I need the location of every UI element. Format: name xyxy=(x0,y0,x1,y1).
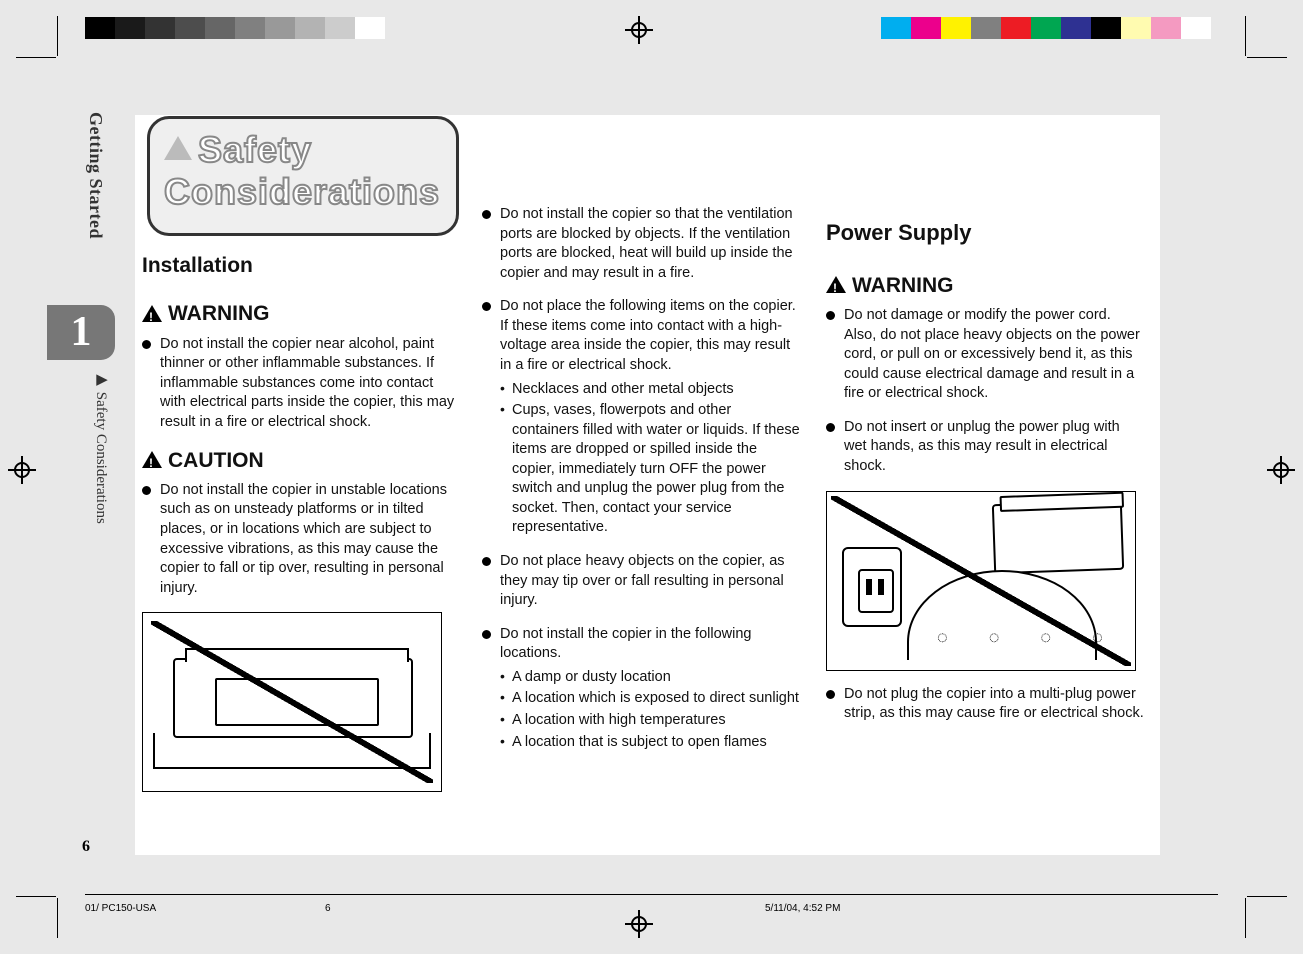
page-number: 6 xyxy=(82,838,90,856)
warning-icon xyxy=(826,276,846,293)
caution-heading: CAUTION xyxy=(142,447,462,475)
sub-bullet-item: A location that is subject to open flame… xyxy=(500,733,802,753)
bullet-text: Do not install the copier in the followi… xyxy=(500,626,751,662)
bullet-item: Do not place heavy objects on the copier… xyxy=(482,552,802,611)
bullet-item: Do not install the copier near alcohol, … xyxy=(142,335,462,433)
bullet-item: Do not install the copier in unstable lo… xyxy=(142,481,462,598)
bullet-item: Do not plug the copier into a multi-plug… xyxy=(826,685,1146,724)
bullet-item: Do not install the copier so that the ve… xyxy=(482,205,802,283)
footer-page: 6 xyxy=(325,903,765,914)
column-1: Installation WARNING Do not install the … xyxy=(142,252,462,792)
heading-installation: Installation xyxy=(142,252,462,280)
bullet-item: Do not damage or modify the power cord. … xyxy=(826,306,1146,404)
crop-mark xyxy=(57,16,58,56)
registration-mark-icon xyxy=(8,456,36,484)
column-3: Power Supply WARNING Do not damage or mo… xyxy=(826,218,1146,738)
registration-mark-icon xyxy=(625,910,653,938)
crop-mark xyxy=(57,898,58,938)
crop-mark xyxy=(1247,57,1287,58)
registration-mark-icon xyxy=(1267,456,1295,484)
title-box: Safety Considerations xyxy=(147,116,459,236)
crop-mark xyxy=(1247,896,1287,897)
illustration-wet-hands-plug: ◌ ◌ ◌ ◌ xyxy=(826,491,1136,671)
column-2: Do not install the copier so that the ve… xyxy=(482,205,802,766)
warning-icon xyxy=(142,451,162,468)
title-line-2: Considerations xyxy=(164,171,442,213)
crop-mark xyxy=(16,57,56,58)
footer: 01/ PC150-USA 6 5/11/04, 4:52 PM xyxy=(85,894,1218,914)
sub-bullet-item: Cups, vases, flowerpots and other contai… xyxy=(500,401,802,538)
bullet-item: Do not insert or unplug the power plug w… xyxy=(826,418,1146,477)
grayscale-step-wedge xyxy=(85,17,385,39)
illustration-unstable-copier xyxy=(142,612,442,792)
chapter-label: Getting Started xyxy=(85,112,106,239)
warning-label: WARNING xyxy=(168,300,270,328)
registration-mark-icon xyxy=(625,16,653,44)
sub-bullet-item: Necklaces and other metal objects xyxy=(500,380,802,400)
section-label-text: Safety Considerations xyxy=(93,392,109,524)
heading-power-supply: Power Supply xyxy=(826,218,1146,248)
crop-mark xyxy=(1245,16,1246,56)
warning-label: WARNING xyxy=(852,272,954,300)
crop-mark xyxy=(16,896,56,897)
sub-bullet-item: A location with high temperatures xyxy=(500,711,802,731)
warning-heading: WARNING xyxy=(142,300,462,328)
chapter-number: 1 xyxy=(47,305,115,360)
color-bar xyxy=(881,17,1211,39)
footer-doc-id: 01/ PC150-USA xyxy=(85,903,325,914)
warning-icon xyxy=(142,305,162,322)
title-line-1: Safety xyxy=(198,129,312,171)
sub-bullet-item: A location which is exposed to direct su… xyxy=(500,689,802,709)
footer-timestamp: 5/11/04, 4:52 PM xyxy=(765,903,840,914)
warning-heading: WARNING xyxy=(826,272,1146,300)
warning-triangle-icon xyxy=(164,136,192,160)
bullet-item: Do not install the copier in the followi… xyxy=(482,625,802,752)
crop-mark xyxy=(1245,898,1246,938)
section-label: ▶ Safety Considerations xyxy=(92,370,110,524)
bullet-text: Do not place the following items on the … xyxy=(500,298,796,373)
bullet-item: Do not place the following items on the … xyxy=(482,297,802,538)
sub-bullet-item: A damp or dusty location xyxy=(500,668,802,688)
caution-label: CAUTION xyxy=(168,447,264,475)
